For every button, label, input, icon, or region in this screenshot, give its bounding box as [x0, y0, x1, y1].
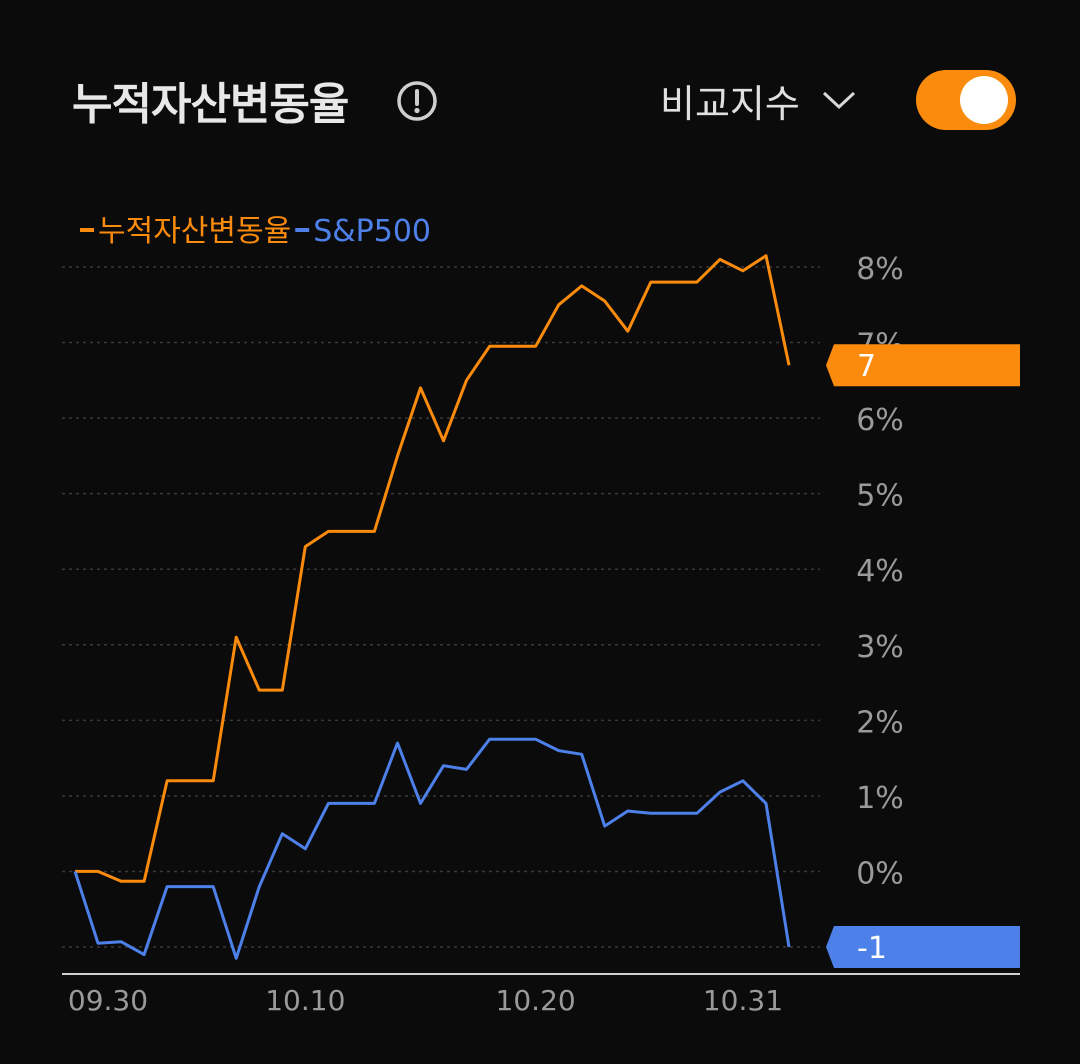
- x-tick-label: 10.20: [496, 984, 576, 1017]
- y-tick-label: 6%: [856, 403, 904, 438]
- y-tick-label: 0%: [856, 856, 904, 891]
- legend-label: S&P500: [313, 214, 431, 249]
- chevron-down-icon: [822, 91, 855, 110]
- page-title: 누적자산변동율: [72, 79, 349, 130]
- x-tick-label: 09.30: [68, 984, 148, 1017]
- x-tick-label: 10.31: [703, 984, 783, 1017]
- legend-label: 누적자산변동율: [98, 214, 291, 249]
- chart-header: 누적자산변동율 비교지수: [0, 0, 1080, 200]
- x-tick-label: 10.10: [265, 984, 345, 1017]
- benchmark-toggle[interactable]: [916, 70, 1016, 130]
- benchmark-index-label: 비교지수: [660, 81, 800, 126]
- benchmark-index-select[interactable]: 비교지수: [660, 76, 856, 126]
- y-tick-label: 3%: [856, 630, 904, 665]
- series-end-tag: [826, 926, 1020, 968]
- y-tick-label: 4%: [856, 554, 904, 589]
- series-end-label: -1: [857, 931, 887, 966]
- series-end-label: 7: [857, 349, 876, 384]
- y-tick-label: 5%: [856, 479, 904, 514]
- info-icon[interactable]: [396, 80, 438, 122]
- y-tick-label: 8%: [856, 252, 904, 287]
- toggle-knob: [960, 76, 1008, 124]
- y-tick-label: 1%: [856, 781, 904, 816]
- series-end-tag: [826, 344, 1020, 387]
- y-tick-label: 2%: [856, 705, 904, 740]
- series-line-1: [73, 737, 791, 960]
- series-line-0: [75, 254, 791, 883]
